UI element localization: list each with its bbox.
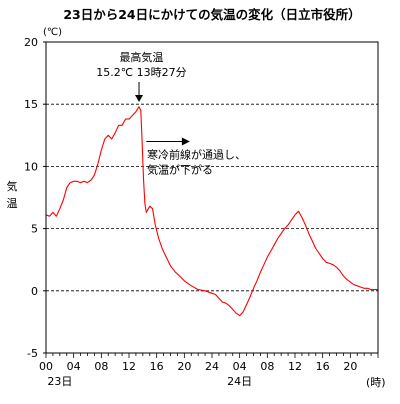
y-tick-labels: -5 0 5 10 15 20 <box>24 36 46 360</box>
x-tick-label-20: 20 <box>177 360 191 373</box>
x-tick-label-16: 16 <box>150 360 164 373</box>
x-unit-label: (時) <box>366 376 386 389</box>
x-tick-label-0: 00 <box>39 360 53 373</box>
x-tick-label-28: 04 <box>233 360 247 373</box>
y-axis-title-char-1: 温 <box>7 197 18 210</box>
annotation-front-arrow-head <box>181 137 190 146</box>
y-unit-label: (℃) <box>43 27 62 38</box>
annotation-max-line-0: 最高気温 <box>119 50 163 64</box>
day-labels: 23日 24日 <box>47 375 252 388</box>
chart-title: 23日から24日にかけての気温の変化（日立市役所） <box>63 7 360 22</box>
annotation-max-line-1: 15.2℃ 13時27分 <box>96 66 186 79</box>
x-tick-label-12: 12 <box>122 360 136 373</box>
y-axis-title: 気温 <box>7 179 18 210</box>
annotation-front-line-0: 寒冷前線が通過し、 <box>147 148 246 162</box>
x-tick-label-24: 24 <box>205 360 219 373</box>
y-tick-label-0: 0 <box>31 285 38 298</box>
x-tick-labels: 00 04 08 12 16 20 24 04 08 12 16 20 <box>39 353 379 373</box>
y-tick-label-5: 5 <box>31 223 38 236</box>
day-label-28: 24日 <box>227 375 252 388</box>
day-label-2: 23日 <box>47 375 72 388</box>
annotation-max-arrow-head <box>135 95 144 102</box>
temperature-line <box>45 106 378 317</box>
y-tick-label-20: 20 <box>24 36 38 49</box>
annotation-front-line-1: 気温が下がる <box>147 163 213 177</box>
y-tick-label-15: 15 <box>24 98 38 111</box>
x-tick-label-8: 08 <box>94 360 108 373</box>
x-tick-label-36: 12 <box>288 360 302 373</box>
gridlines <box>46 103 378 292</box>
x-tick-label-32: 08 <box>260 360 274 373</box>
x-tick-label-40: 16 <box>316 360 330 373</box>
y-axis-title-char-0: 気 <box>7 179 18 193</box>
plot-frame <box>45 41 379 354</box>
x-tick-label-4: 04 <box>67 360 81 373</box>
y-tick-label-10: 10 <box>24 160 38 173</box>
x-tick-label-44: 20 <box>343 360 357 373</box>
y-tick-label--5: -5 <box>27 347 38 360</box>
